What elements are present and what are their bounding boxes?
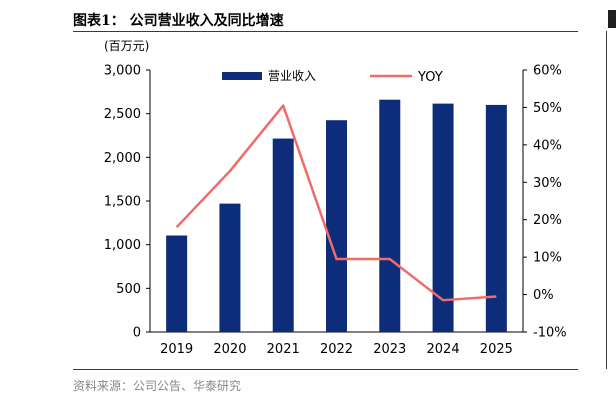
legend-revenue-swatch xyxy=(222,72,262,80)
legend-yoy-label: YOY xyxy=(417,70,443,85)
figure-title: 图表1： 公司营业收入及同比增速 xyxy=(73,13,284,29)
left-axis-unit: (百万元) xyxy=(104,39,149,53)
legend-revenue-label: 营业收入 xyxy=(268,69,316,83)
revenue-bar xyxy=(432,103,454,332)
top-rule xyxy=(73,31,578,32)
left-tick-label: 500 xyxy=(116,282,141,297)
revenue-bar xyxy=(379,99,401,333)
left-tick-label: 2,000 xyxy=(104,151,141,166)
left-tick-label: 2,500 xyxy=(104,107,141,122)
revenue-bar xyxy=(166,235,188,332)
bottom-rule xyxy=(73,369,578,370)
revenue-bar xyxy=(485,104,507,332)
right-tick-label: 10% xyxy=(533,251,562,266)
source-note: 资料来源：公司公告、华泰研究 xyxy=(73,379,242,393)
right-tick-label: -10% xyxy=(533,326,567,341)
adjacent-figure-edge xyxy=(608,10,616,28)
left-tick-label: 1,000 xyxy=(104,238,141,253)
revenue-bar xyxy=(326,120,347,332)
right-tick-label: 0% xyxy=(533,288,554,303)
right-tick-label: 50% xyxy=(533,101,562,116)
revenue-bar xyxy=(219,203,241,332)
right-tick-label: 30% xyxy=(533,176,562,191)
right-tick-label: 20% xyxy=(533,213,562,228)
right-tick-label: 60% xyxy=(533,64,562,79)
x-tick-label: 2024 xyxy=(427,342,460,357)
x-tick-label: 2021 xyxy=(267,342,300,357)
x-tick-label: 2022 xyxy=(320,342,353,357)
revenue-bar xyxy=(272,138,294,332)
left-tick-label: 1,500 xyxy=(104,195,141,210)
x-tick-label: 2025 xyxy=(480,342,513,357)
x-tick-label: 2020 xyxy=(213,342,246,357)
yoy-line xyxy=(175,104,497,302)
x-tick-label: 2023 xyxy=(373,342,406,357)
left-tick-label: 0 xyxy=(133,326,141,341)
adjacent-figure-rule xyxy=(606,31,607,369)
right-tick-label: 40% xyxy=(533,138,562,153)
x-tick-label: 2019 xyxy=(160,342,193,357)
left-tick-label: 3,000 xyxy=(104,64,141,79)
